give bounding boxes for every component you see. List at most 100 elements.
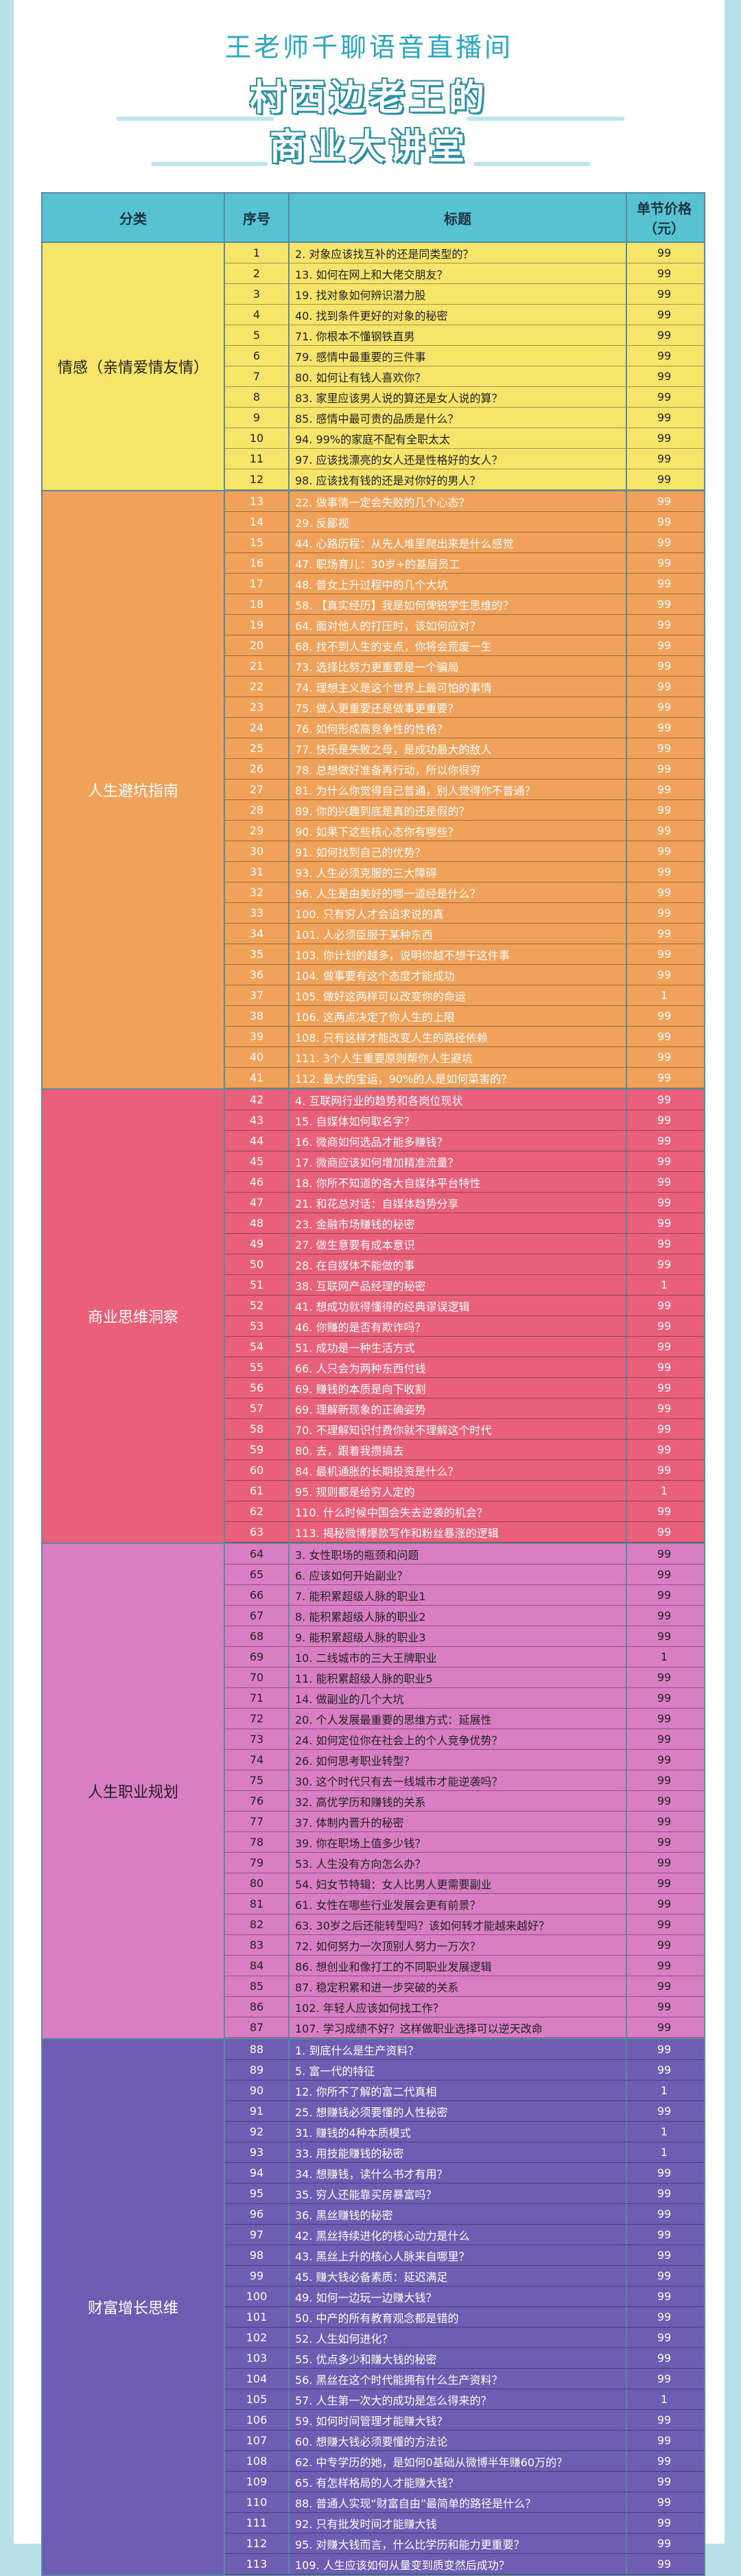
table-row[interactable]: 36 104. 做事要有这个态度才能成功 99 — [225, 965, 704, 985]
table-row[interactable]: 40 111. 3个人生重要原则帮你人生避坑 99 — [225, 1047, 704, 1068]
table-row[interactable]: 47 21. 和花总对话：自媒体趋势分享 99 — [225, 1193, 704, 1213]
table-row[interactable]: 63 113. 揭秘微博爆款写作和粉丝暴涨的逻辑 99 — [225, 1522, 704, 1543]
table-row[interactable]: 91 25. 想赚钱必须要懂的人性秘密 99 — [225, 2101, 704, 2122]
table-row[interactable]: 110 88. 普通人实现“财富自由”最简单的路径是什么？ 99 — [225, 2492, 704, 2513]
table-row[interactable]: 58 70. 不理解知识付费你就不理解这个时代 99 — [225, 1419, 704, 1440]
table-row[interactable]: 64 3. 女性职场的瓶颈和问题 99 — [225, 1544, 704, 1565]
table-row[interactable]: 112 95. 对赚大钱而言，什么比学历和能力更重要？ 99 — [225, 2533, 704, 2554]
table-row[interactable]: 12 98. 应该找有钱的还是对你好的男人？ 99 — [225, 469, 704, 490]
table-row[interactable]: 103 55. 优点多少和赚大钱的秘密 99 — [225, 2348, 704, 2369]
table-row[interactable]: 61 95. 规则都是给穷人定的 1 — [225, 1481, 704, 1501]
table-row[interactable]: 111 92. 只有批发时间才能赚大钱 99 — [225, 2513, 704, 2533]
table-row[interactable]: 65 6. 应该如何开始副业？ 99 — [225, 1565, 704, 1585]
table-row[interactable]: 85 87. 稳定积累和进一步突破的关系 99 — [225, 1976, 704, 1997]
table-row[interactable]: 79 53. 人生没有方向怎么办？ 99 — [225, 1853, 704, 1873]
table-row[interactable]: 68 9. 能积累超级人脉的职业3 99 — [225, 1626, 704, 1647]
table-row[interactable]: 35 103. 你计划的越多，说明你越不想干这件事 99 — [225, 944, 704, 965]
table-row[interactable]: 93 33. 用技能赚钱的秘密 1 — [225, 2142, 704, 2163]
table-row[interactable]: 46 18. 你所不知道的各大自媒体平台特性 99 — [225, 1172, 704, 1193]
table-row[interactable]: 90 12. 你所不了解的富二代真相 1 — [225, 2081, 704, 2101]
table-row[interactable]: 74 26. 如何思考职业转型？ 99 — [225, 1750, 704, 1770]
table-row[interactable]: 27 81. 为什么你觉得自己普通，别人觉得你不普通？ 99 — [225, 780, 704, 800]
table-row[interactable]: 43 15. 自媒体如何取名字？ 99 — [225, 1110, 704, 1131]
table-row[interactable]: 87 107. 学习成绩不好？这样做职业选择可以逆天改命 99 — [225, 2017, 704, 2038]
table-row[interactable]: 54 51. 成功是一种生活方式 99 — [225, 1337, 704, 1357]
table-row[interactable]: 101 50. 中产的所有教育观念都是错的 99 — [225, 2307, 704, 2328]
table-row[interactable]: 18 58. 【真实经历】我是如何俾锐学生思维的？ 99 — [225, 594, 704, 615]
table-row[interactable]: 70 11. 能积累超级人脉的职业5 99 — [225, 1667, 704, 1688]
table-row[interactable]: 105 57. 人生第一次大的成功是怎么得来的？ 1 — [225, 2389, 704, 2410]
table-row[interactable]: 59 80. 去，跟着我攒搞去 99 — [225, 1440, 704, 1460]
table-row[interactable]: 89 5. 富一代的特征 99 — [225, 2060, 704, 2081]
table-row[interactable]: 9 85. 感情中最可贵的品质是什么？ 99 — [225, 408, 704, 428]
table-row[interactable]: 33 100. 只有穷人才会追求说的真 99 — [225, 903, 704, 924]
table-row[interactable]: 15 44. 心路历程：从先人堆里爬出来是什么感觉 99 — [225, 532, 704, 553]
table-row[interactable]: 94 34. 想赚钱，读什么书才有用？ 99 — [225, 2163, 704, 2183]
table-row[interactable]: 100 49. 如何一边玩一边赚大钱？ 99 — [225, 2286, 704, 2307]
table-row[interactable]: 98 43. 黑丝上升的核心人脉来自哪里？ 99 — [225, 2245, 704, 2266]
table-row[interactable]: 62 110. 什么时候中国会失去逆袭的机会？ 99 — [225, 1501, 704, 1522]
table-row[interactable]: 34 101. 人必须臣服于某种东西 99 — [225, 924, 704, 944]
table-row[interactable]: 71 14. 做副业的几个大坑 99 — [225, 1688, 704, 1709]
table-row[interactable]: 16 47. 职场育儿：30岁+的基层员工 99 — [225, 553, 704, 574]
table-row[interactable]: 80 54. 妇女节特辑：女人比男人更需要副业 99 — [225, 1873, 704, 1894]
table-row[interactable]: 19 64. 面对他人的打压时，该如何应对？ 99 — [225, 615, 704, 635]
table-row[interactable]: 37 105. 做好这两样可以改变你的命运 1 — [225, 985, 704, 1006]
table-row[interactable]: 44 16. 微商如何选品才能多赚钱？ 99 — [225, 1131, 704, 1151]
table-row[interactable]: 57 69. 理解新现象的正确姿势 99 — [225, 1398, 704, 1419]
table-row[interactable]: 95 35. 穷人还能靠买房暴富吗？ 99 — [225, 2183, 704, 2204]
table-row[interactable]: 28 89. 你的兴趣到底是真的还是假的？ 99 — [225, 800, 704, 821]
table-row[interactable]: 2 13. 如何在网上和大佬交朋友？ 99 — [225, 264, 704, 284]
table-row[interactable]: 10 94. 99%的家庭不配有全职太太 99 — [225, 428, 704, 449]
table-row[interactable]: 60 84. 最机通胀的长期投资是什么？ 99 — [225, 1460, 704, 1481]
table-row[interactable]: 72 20. 个人发展最重要的思维方式：延展性 99 — [225, 1709, 704, 1729]
table-row[interactable]: 99 45. 赚大钱必备素质：延迟满足 99 — [225, 2266, 704, 2286]
table-row[interactable]: 25 77. 快乐是失败之母，是成功最大的敌人 99 — [225, 738, 704, 759]
table-row[interactable]: 42 4. 互联网行业的趋势和各岗位现状 99 — [225, 1090, 704, 1110]
table-row[interactable]: 21 73. 选择比努力更重要是一个骗局 99 — [225, 656, 704, 677]
table-row[interactable]: 78 39. 你在职场上值多少钱？ 99 — [225, 1832, 704, 1853]
table-row[interactable]: 56 69. 赚钱的本质是向下收割 99 — [225, 1378, 704, 1398]
table-row[interactable]: 113 109. 人生应该如何从量变到质变然后成功？ 99 — [225, 2554, 704, 2575]
table-row[interactable]: 104 56. 黑丝在这个时代能拥有什么生产资料？ 99 — [225, 2369, 704, 2389]
table-row[interactable]: 8 83. 家里应该男人说的算还是女人说的算？ 99 — [225, 387, 704, 408]
table-row[interactable]: 1 2. 对象应该找互补的还是同类型的？ 99 — [225, 243, 704, 264]
table-row[interactable]: 69 10. 二线城市的三大王牌职业 1 — [225, 1647, 704, 1667]
table-row[interactable]: 107 60. 想赚大钱必须要懂的方法论 99 — [225, 2431, 704, 2451]
table-row[interactable]: 55 66. 人只会为两种东西付钱 99 — [225, 1357, 704, 1378]
table-row[interactable]: 30 91. 如何找到自己的优势？ 99 — [225, 841, 704, 862]
table-row[interactable]: 76 32. 高优学历和赚钱的关系 99 — [225, 1791, 704, 1812]
table-row[interactable]: 45 17. 微商应该如何增加精准流量？ 99 — [225, 1151, 704, 1172]
table-row[interactable]: 75 30. 这个时代只有去一线城市才能逆袭吗？ 99 — [225, 1770, 704, 1791]
table-row[interactable]: 83 72. 如何努力一次顶别人努力一万次？ 99 — [225, 1935, 704, 1956]
table-row[interactable]: 86 102. 年轻人应该如何找工作？ 99 — [225, 1997, 704, 2017]
table-row[interactable]: 96 36. 黑丝赚钱的秘密 99 — [225, 2204, 704, 2225]
table-row[interactable]: 26 78. 总想做好准备再行动，所以你很穷 99 — [225, 759, 704, 780]
table-row[interactable]: 49 27. 做生意要有成本意识 99 — [225, 1234, 704, 1254]
table-row[interactable]: 108 62. 中专学历的她，是如何0基础从微博半年赚60万的？ 99 — [225, 2451, 704, 2472]
table-row[interactable]: 67 8. 能积累超级人脉的职业2 99 — [225, 1606, 704, 1626]
table-row[interactable]: 52 41. 想成功就得懂得的经典谬误逻辑 99 — [225, 1296, 704, 1316]
table-row[interactable]: 106 59. 如何时间管理才能赚大钱？ 99 — [225, 2410, 704, 2431]
table-row[interactable]: 77 37. 体制内晋升的秘密 99 — [225, 1812, 704, 1832]
table-row[interactable]: 50 28. 在自媒体不能做的事 99 — [225, 1254, 704, 1275]
table-row[interactable]: 32 96. 人生是由美好的哪一道经是什么？ 99 — [225, 882, 704, 903]
table-row[interactable]: 97 42. 黑丝持续进化的核心动力是什么 99 — [225, 2225, 704, 2245]
table-row[interactable]: 31 93. 人生必须克服的三大障碍 99 — [225, 862, 704, 882]
table-row[interactable]: 41 112. 最大的宝运，90%的人是如何菜害的？ 99 — [225, 1068, 704, 1088]
table-row[interactable]: 73 24. 如何定位你在社会上的个人竞争优势？ 99 — [225, 1729, 704, 1750]
table-row[interactable]: 6 79. 感情中最重要的三件事 99 — [225, 346, 704, 366]
table-row[interactable]: 24 76. 如何形成高竞争性的性格？ 99 — [225, 718, 704, 738]
table-row[interactable]: 17 48. 普女上升过程中的几个大坑 99 — [225, 574, 704, 594]
table-row[interactable]: 66 7. 能积累超级人脉的职业1 99 — [225, 1585, 704, 1606]
table-row[interactable]: 51 38. 互联网产品经理的秘密 1 — [225, 1275, 704, 1296]
table-row[interactable]: 11 97. 应该找漂亮的女人还是性格好的女人？ 99 — [225, 449, 704, 469]
table-row[interactable]: 81 61. 女性在哪些行业发展会更有前景？ 99 — [225, 1894, 704, 1915]
table-row[interactable]: 20 68. 找不到人生的支点，你将会荒废一生 99 — [225, 635, 704, 656]
table-row[interactable]: 22 74. 理想主义是这个世界上最可怕的事情 99 — [225, 677, 704, 697]
table-row[interactable]: 88 1. 到底什么是生产资料？ 99 — [225, 2039, 704, 2060]
table-row[interactable]: 38 106. 这两点决定了你人生的上限 99 — [225, 1006, 704, 1027]
table-row[interactable]: 53 46. 你赚的是否有欺诈吗？ 99 — [225, 1316, 704, 1337]
table-row[interactable]: 29 90. 如果下这些核心态你有哪些？ 99 — [225, 821, 704, 841]
table-row[interactable]: 23 75. 做人更重要还是做事更重要？ 99 — [225, 697, 704, 718]
